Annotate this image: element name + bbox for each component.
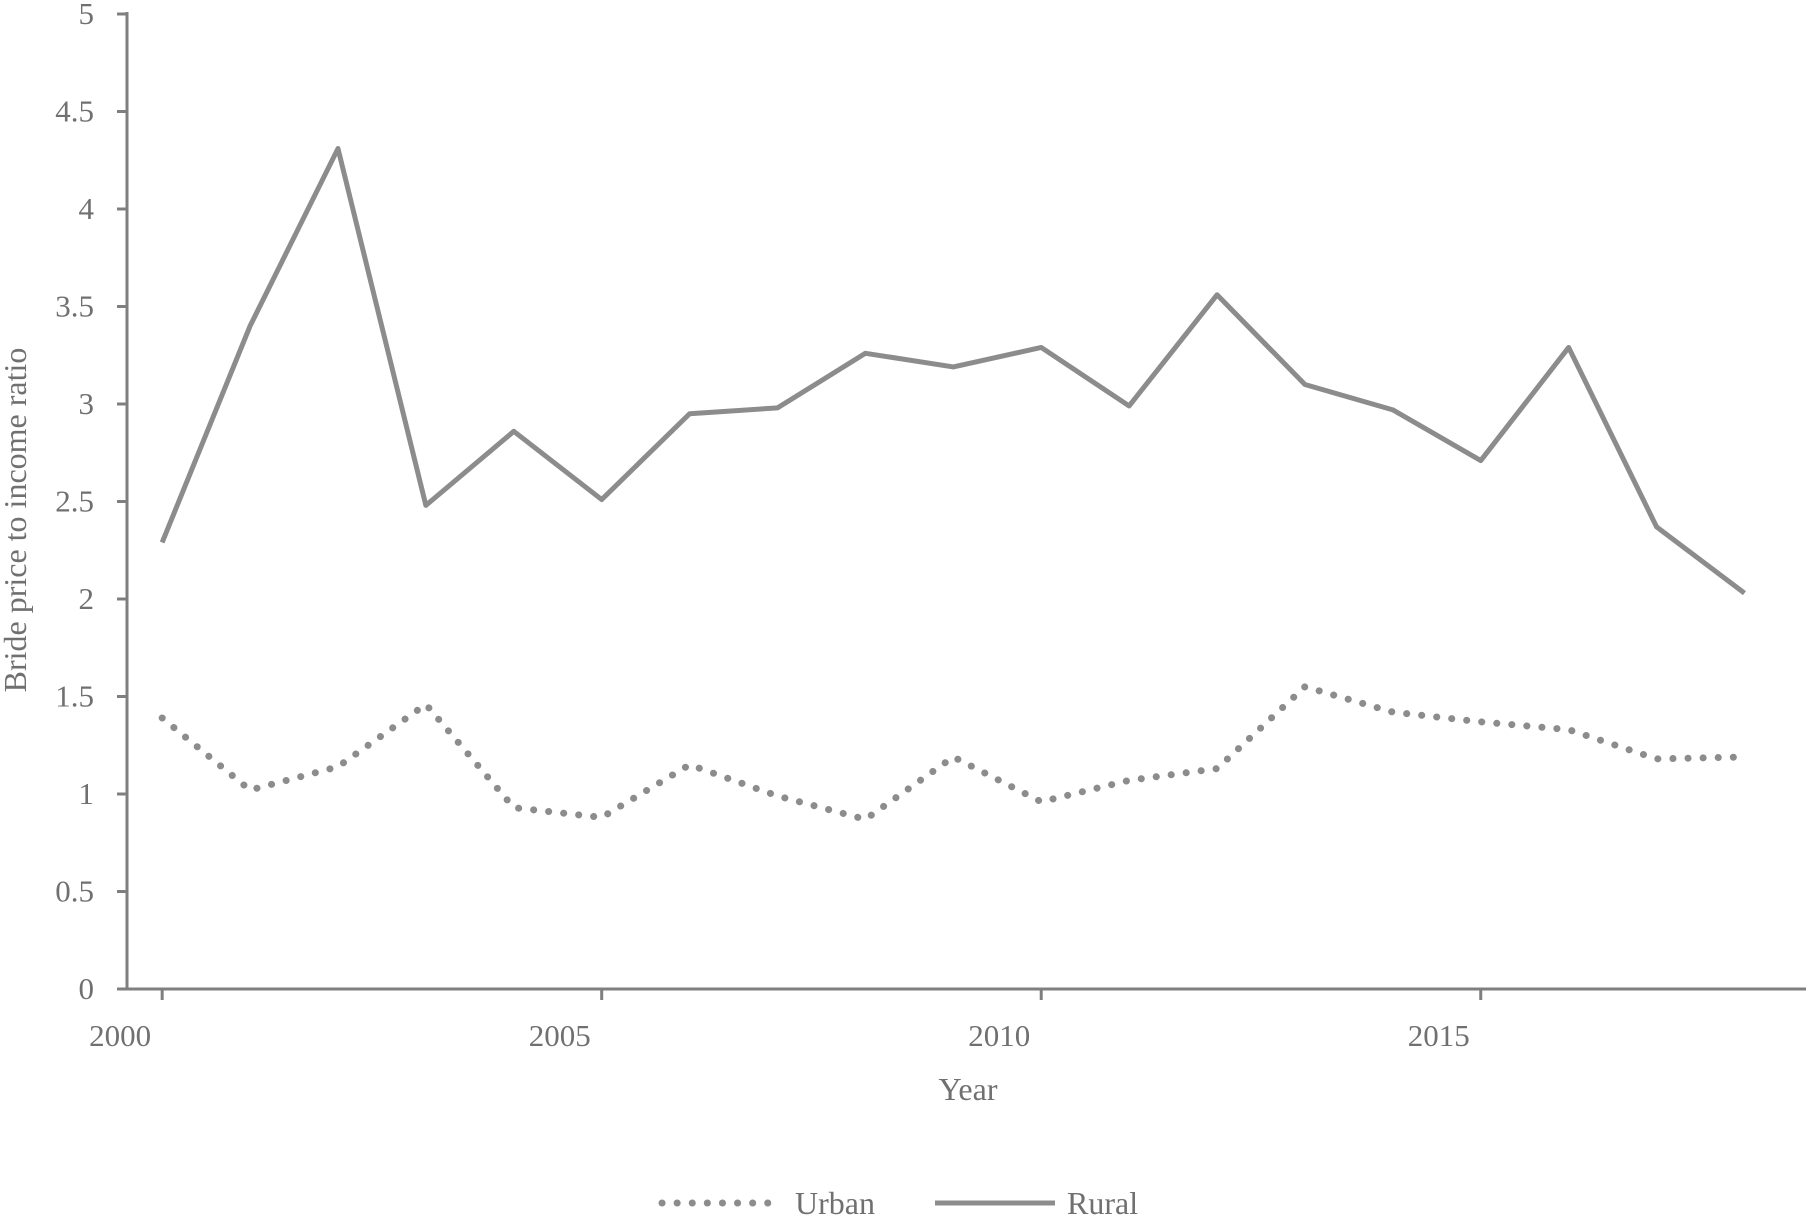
y-tick-label: 1 [79,776,95,811]
y-tick-label: 4 [79,191,95,226]
y-tick-label: 2.5 [55,484,94,519]
y-tick-label: 5 [79,0,95,31]
axes [117,12,1806,1000]
legend-label-rural: Rural [1067,1185,1138,1217]
legend-label-urban: Urban [795,1185,875,1217]
y-tick-label: 3.5 [55,289,94,324]
y-axis-title: Bride price to income ratio [0,348,33,693]
x-tick-label: 2010 [968,1018,1030,1053]
x-tick-label: 2005 [529,1018,591,1053]
y-tick-label: 3 [79,386,95,421]
y-tick-label: 1.5 [55,679,94,714]
y-tick-label: 2 [79,581,95,616]
y-tick-label: 4.5 [55,94,94,129]
series-line-rural [159,146,1746,596]
y-tick-label: 0.5 [55,874,94,909]
series-line-urban [158,683,1748,823]
x-tick-label: 2000 [89,1018,151,1053]
tick-labels: 0 0.5 1 1.5 2 2.5 3 3.5 4 4.5 5 2000 2005 2010 2015 [55,0,1469,1053]
x-axis-title: Year [939,1071,998,1107]
x-tick-label: 2015 [1408,1018,1470,1053]
y-tick-label: 0 [79,971,95,1006]
series-lines [158,146,1748,823]
legend: Urban Rural [658,1185,1138,1221]
